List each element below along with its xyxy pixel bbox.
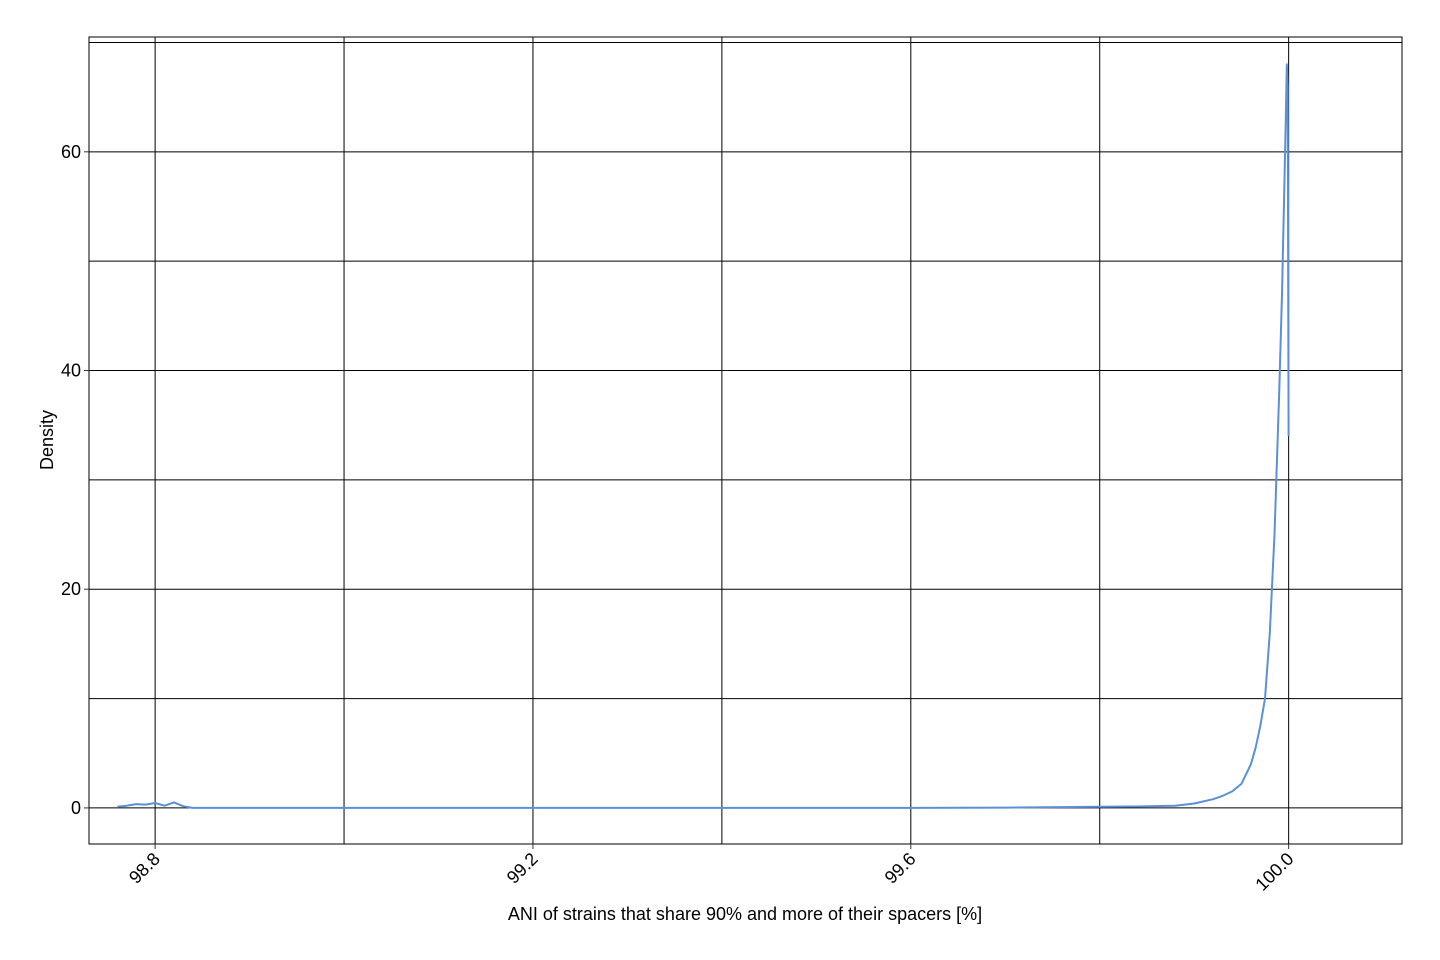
x-tick-label: 100.0 (1251, 849, 1297, 895)
series-layer (117, 63, 1290, 809)
y-tick-label: 20 (61, 579, 81, 599)
y-axis-title: Density (37, 410, 57, 470)
density-line (117, 63, 1290, 809)
x-tick-label: 99.2 (503, 849, 542, 888)
y-tick-label: 60 (61, 142, 81, 162)
y-axis-ticks: 0 20 40 60 (61, 142, 89, 818)
y-tick-label: 0 (71, 798, 81, 818)
x-tick-label: 99.6 (881, 849, 920, 888)
y-tick-label: 40 (61, 361, 81, 381)
grid-lines (89, 37, 1402, 844)
x-tick-label: 98.8 (125, 849, 164, 888)
x-axis-ticks: 98.8 99.2 99.6 100.0 (125, 844, 1297, 895)
x-axis-title: ANI of strains that share 90% and more o… (508, 904, 982, 924)
panel-border (88, 36, 1403, 845)
